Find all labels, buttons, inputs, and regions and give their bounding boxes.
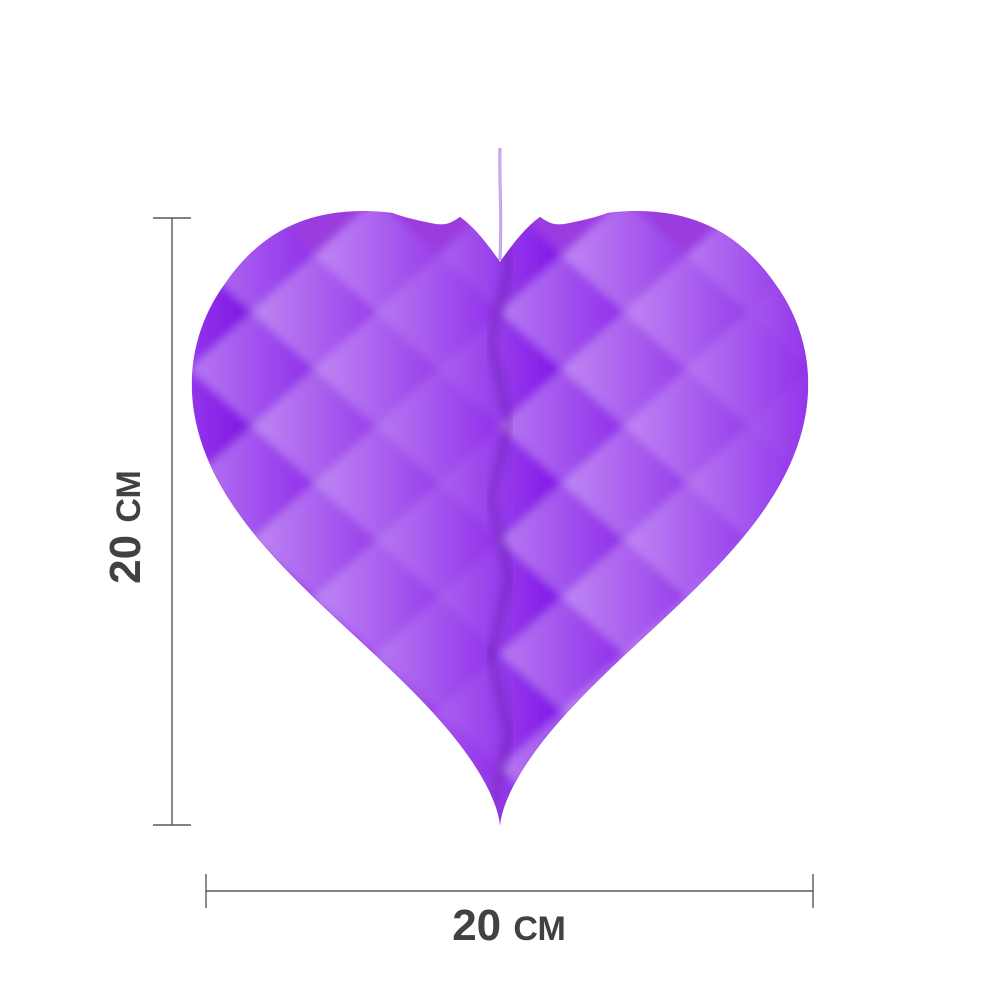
- svg-text:20 СМ: 20 СМ: [452, 901, 566, 950]
- svg-text:20 СМ: 20 СМ: [101, 470, 150, 584]
